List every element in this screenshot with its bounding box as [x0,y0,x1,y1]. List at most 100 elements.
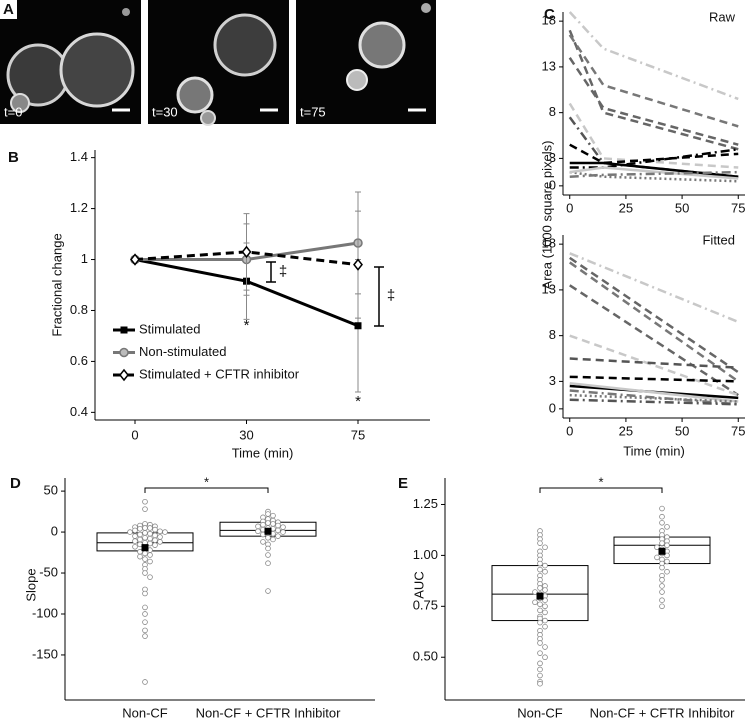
point [137,536,143,543]
x-axis-label: Time (min) [232,445,294,460]
y-tick-label: 18 [542,236,556,251]
point [537,560,543,567]
x-tick-label: 50 [675,423,689,438]
series-line [569,161,739,178]
y-tick-label: 0.8 [70,302,88,317]
point [654,554,660,561]
point [142,679,148,685]
point [542,644,548,650]
x-tick-label: Non-CF [517,705,563,720]
x-tick-label: 50 [675,200,689,215]
x-tick-label: 75 [351,427,365,442]
x-tick-label: 75 [731,423,745,438]
point [275,527,281,534]
point [532,589,538,595]
point [537,660,543,667]
organoid [358,21,406,69]
y-tick-label: 1.4 [70,149,88,164]
y-axis-label: Slope [23,568,38,601]
series-line [569,357,739,369]
point [664,568,670,575]
annotation: * [244,317,250,334]
series-line [568,29,739,151]
y-tick-label: 0.50 [413,649,438,664]
series-line [569,166,739,180]
mean [141,544,149,552]
point [659,589,665,595]
x-tick-label: 25 [619,423,633,438]
point [664,558,670,565]
point [265,560,271,566]
legend-label: Stimulated + CFTR inhibitor [139,366,300,381]
x-tick-label: 25 [619,200,633,215]
point [270,512,276,519]
panel-a-images: A t=0 t=30 t=75 [0,0,436,126]
y-tick-label: -100 [32,605,58,620]
point [152,526,158,533]
point [659,505,665,512]
y-tick-label: 1.2 [70,200,88,215]
letter-box [0,0,17,19]
annotation: ‡ [279,263,287,280]
point [659,513,665,520]
point [275,522,281,529]
y-tick-label: 1.25 [413,496,438,511]
point [142,570,148,576]
point [137,553,143,560]
point [132,533,138,539]
y-tick-label: 50 [44,483,58,498]
series-line [569,389,739,406]
point [659,520,665,526]
series-line [569,284,739,397]
y-tick-label: -150 [32,646,58,661]
organoid [200,110,216,126]
point [537,566,543,573]
point [542,562,548,569]
x-tick-label: 30 [239,427,253,442]
chart-title: Raw [709,9,736,24]
y-tick-label: 13 [542,281,556,296]
point [142,498,148,505]
point [132,527,138,534]
x-tick-label: 75 [731,200,745,215]
point [260,539,266,545]
y-tick-label: 0 [51,524,58,539]
series-line [569,398,739,406]
point [265,535,271,541]
point [142,535,148,541]
annotation: * [204,474,209,489]
x-tick-label: Non-CF + CFTR Inhibitor [196,705,342,720]
series-line [569,375,739,383]
y-tick-label: 0.75 [413,598,438,613]
marker [130,253,140,266]
mean [536,592,544,600]
point [260,521,266,528]
legend-label: Stimulated [139,321,200,336]
y-tick-label: -50 [39,564,58,579]
mean [264,527,272,535]
point [537,672,543,679]
point [137,525,143,532]
point [270,521,276,527]
bracket [374,266,384,327]
point [142,590,148,597]
y-axis-label: Fractional change [49,233,64,336]
mean [658,547,666,555]
organoid [59,32,135,108]
y-tick-label: 3 [549,150,556,165]
point [157,539,163,545]
point [147,574,153,580]
point [537,607,543,614]
y-tick-label: 13 [542,58,556,73]
series-line [569,381,739,403]
point [542,568,548,575]
point [142,530,148,536]
point [142,627,148,634]
x-tick-label: 0 [131,427,138,442]
y-tick-label: 0.4 [70,404,88,419]
point [664,524,670,530]
point [265,588,271,594]
point [142,506,148,512]
point [542,603,548,610]
